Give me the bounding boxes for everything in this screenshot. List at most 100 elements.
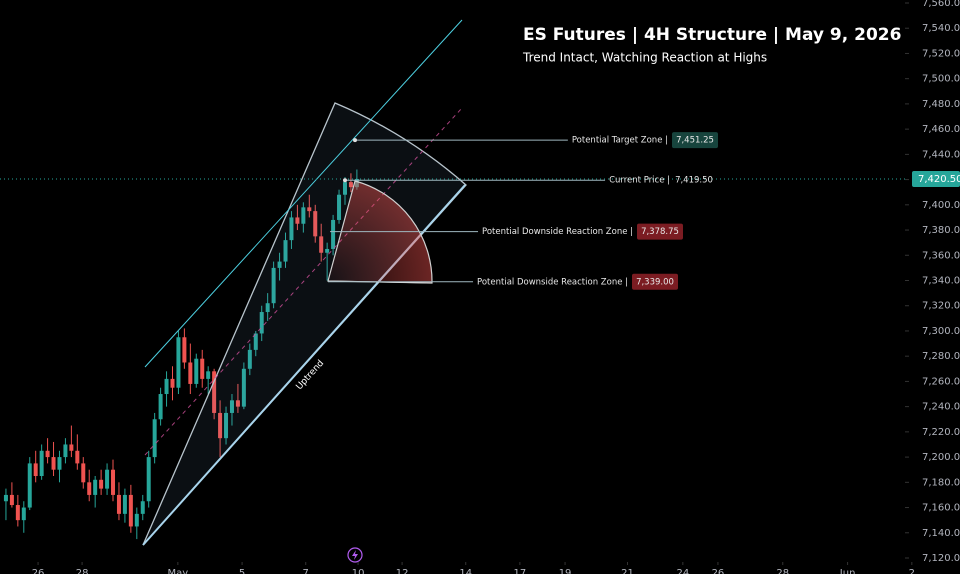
candle-body [164,378,169,395]
candle-body [200,358,205,379]
x-tick-label: 17 [513,568,526,574]
y-tick-label: 7,260.00 [922,376,960,387]
annotation-box [637,223,683,240]
candle-body [348,182,353,188]
candle-body [235,400,240,407]
channel-mid [144,107,463,456]
y-tick-label: 7,140.00 [922,528,960,539]
chart-subtitle: Trend Intact, Watching Reaction at Highs [522,51,767,65]
candles [3,169,359,540]
candle-body [81,463,86,483]
candle-body [9,494,14,506]
y-tick-label: 7,540.00 [922,23,960,34]
candle-body [57,457,62,470]
y-tick-label: 7,520.00 [922,48,960,59]
candle-body [99,479,104,489]
candle-body [15,505,20,521]
x-tick-label: 10 [352,568,365,574]
y-tick-label: 7,200.00 [922,452,960,463]
x-tick-label: 26 [32,568,45,574]
candle-body [229,400,234,413]
annotation-text: Potential Target Zone | [572,136,668,146]
annotation-text: Potential Downside Reaction Zone | [482,227,633,237]
candle-body [289,217,294,241]
candle-body [111,469,116,495]
y-tick-label: 7,280.00 [922,351,960,362]
candle-body [45,450,50,458]
candle-body [122,494,127,514]
candle-body [140,501,145,514]
x-tick-label: 14 [459,568,472,574]
x-tick-label: 21 [621,568,634,574]
y-tick-label: 7,120.00 [922,553,960,564]
candle-body [307,207,312,212]
y-tick-label: 7,400.00 [922,200,960,211]
candle-body [75,450,80,464]
candle-body [33,463,38,477]
candle-body [295,217,300,224]
y-tick-label: 7,160.00 [922,503,960,514]
x-tick-label: 12 [396,568,409,574]
y-tick-label: 7,240.00 [922,402,960,413]
x-tick-label: 2 [909,568,915,574]
candle-body [331,219,336,249]
y-tick-label: 7,440.00 [922,149,960,160]
candle-body [134,513,139,527]
event-icon-bolt [352,550,358,560]
candle-body [313,211,318,237]
x-tick-label: 7 [303,568,309,574]
y-tick-label: 7,220.00 [922,427,960,438]
y-tick-label: 7,380.00 [922,225,960,236]
candle-body [301,207,306,224]
candle-body [63,444,68,458]
y-tick-label: 7,300.00 [922,326,960,337]
last-price-label: 7,420.50 [918,174,960,185]
candle-body [170,378,175,388]
candle-body [283,240,288,262]
candle-body [277,261,282,268]
candle-body [337,194,342,220]
candle-body [3,494,8,502]
annotation-text: Potential Downside Reaction Zone | [477,277,628,287]
candle-body [241,368,246,407]
event-icon[interactable] [347,547,363,563]
x-tick-label: May [168,568,189,574]
candle-body [158,394,163,420]
annotation-box [632,273,678,290]
candle-body [259,312,264,334]
annotation-box [672,132,718,149]
chart-title: ES Futures | 4H Structure | May 9, 2026 [523,25,901,45]
candle-body [188,362,193,384]
candle-body [271,267,276,304]
candle-body [212,371,217,413]
candle-body [253,333,258,350]
candle-body [206,371,211,379]
annotation-text: Current Price | [609,176,670,186]
candle-body [176,337,181,388]
candle-body [128,494,133,527]
x-tick-label: 5 [239,568,245,574]
candle-body [69,444,74,451]
y-tick-label: 7,500.00 [922,74,960,85]
candle-body [105,469,110,489]
x-tick-label: 28 [76,568,89,574]
annotation-value: 7,378.75 [641,227,679,237]
candle-body [87,482,92,495]
current-marker [343,178,347,183]
candle-body [247,349,252,369]
candle-body [116,494,121,514]
candle-body [182,337,187,363]
x-tick-label: 26 [712,568,725,574]
channel-upper [144,19,463,368]
annotation-value: 7,419.50 [675,176,713,186]
candle-body [325,248,330,253]
annotation-value: 7,451.25 [676,136,714,146]
candle-body [342,182,347,195]
last-price-tag [912,170,960,187]
candle-body [27,463,32,508]
candle-body [194,358,199,384]
y-tick-label: 7,340.00 [922,276,960,287]
candle-body [39,450,44,477]
